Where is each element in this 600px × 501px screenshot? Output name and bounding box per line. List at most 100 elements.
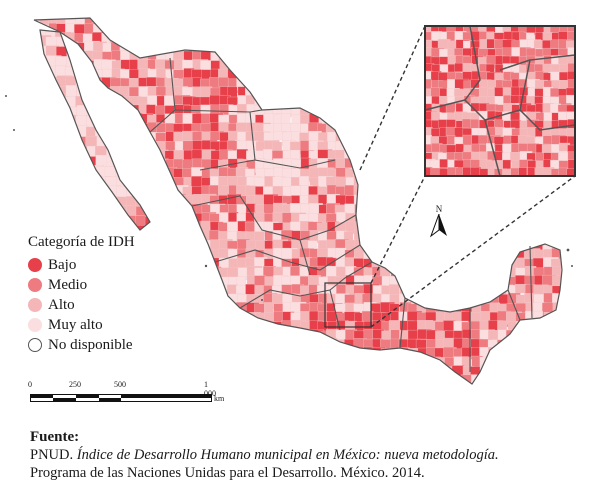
municipality-cell [462, 194, 474, 208]
municipality-cell [66, 213, 79, 228]
municipality-cell [155, 267, 171, 282]
municipality-cell [76, 185, 91, 198]
municipality-cell [336, 59, 350, 74]
municipality-cell [34, 186, 43, 202]
municipality-cell [45, 185, 64, 203]
municipality-cell [362, 212, 376, 224]
municipality-cell [138, 176, 150, 188]
municipality-cell [47, 123, 62, 140]
municipality-cell [362, 355, 379, 372]
municipality-cell [552, 347, 562, 359]
municipality-cell [200, 275, 214, 291]
municipality-cell [147, 24, 160, 40]
municipality-cell [282, 41, 294, 52]
municipality-cell [363, 248, 374, 260]
municipality-cell [227, 374, 239, 384]
municipality-cell [380, 24, 393, 39]
municipality-cell [290, 329, 302, 344]
municipality-cell [45, 215, 58, 228]
municipality-cell [543, 337, 556, 353]
municipality-cell [128, 150, 141, 165]
municipality-cell [136, 166, 148, 185]
municipality-cell [94, 105, 108, 117]
mexico-map [5, 17, 576, 400]
municipality-cell [209, 31, 222, 47]
municipality-cell [66, 165, 84, 183]
municipality-cell [371, 105, 385, 117]
municipality-cell [40, 195, 52, 211]
swatch-no-disponible [28, 338, 42, 352]
municipality-cell [542, 222, 558, 234]
municipality-cell [534, 347, 545, 360]
municipality-cell [272, 49, 289, 61]
municipality-cell [155, 202, 165, 217]
municipality-cell [480, 285, 491, 297]
municipality-cell [191, 356, 201, 369]
municipality-cell [406, 248, 422, 263]
municipality-cell [344, 122, 356, 139]
municipality-cell [111, 132, 125, 147]
municipality-cell [561, 239, 562, 257]
municipality-cell [573, 40, 575, 51]
municipality-cell [254, 365, 267, 377]
municipality-cell [407, 18, 417, 25]
municipality-cell [201, 329, 217, 342]
municipality-cell [56, 135, 71, 146]
municipality-cell [299, 50, 311, 63]
source-title: Fuente: [30, 429, 80, 445]
municipality-cell [461, 285, 477, 296]
municipality-cell [398, 51, 409, 61]
municipality-cell [516, 221, 532, 237]
municipality-cell [125, 115, 140, 129]
municipality-cell [136, 175, 150, 190]
municipality-cell [389, 347, 404, 361]
municipality-cell [66, 177, 83, 188]
municipality-cell [40, 74, 47, 92]
municipality-cell [56, 114, 67, 124]
municipality-cell [138, 18, 150, 28]
municipality-cell [363, 50, 380, 67]
municipality-cell [452, 248, 468, 260]
municipality-cell [471, 385, 483, 398]
municipality-cell [34, 221, 46, 234]
municipality-cell [115, 136, 134, 151]
municipality-cell [40, 115, 52, 131]
municipality-cell [218, 18, 228, 30]
municipality-cell [110, 212, 121, 222]
municipality-cell [448, 176, 461, 188]
municipality-cell [106, 136, 119, 152]
municipality-cell [271, 383, 289, 384]
municipality-cell [426, 294, 441, 309]
municipality-cell [399, 86, 411, 101]
municipality-cell [510, 176, 524, 186]
municipality-cell [183, 222, 197, 236]
municipality-cell [479, 185, 492, 197]
municipality-cell [46, 205, 60, 221]
municipality-cell [182, 248, 193, 264]
municipality-cell [93, 104, 108, 120]
municipality-cell [489, 385, 503, 400]
municipality-cell [407, 78, 421, 92]
municipality-cell [75, 56, 89, 68]
municipality-cell [552, 293, 562, 304]
municipality-cell [398, 131, 414, 145]
municipality-cell [551, 383, 562, 384]
municipality-cell [561, 221, 562, 234]
municipality-cell [38, 203, 51, 218]
municipality-cell [415, 374, 432, 384]
scale-bar-graphic [30, 394, 212, 402]
municipality-cell [219, 24, 236, 39]
municipality-cell [543, 374, 556, 384]
municipality-cell [389, 51, 403, 66]
municipality-cell [307, 365, 323, 378]
municipality-cell [156, 302, 169, 314]
municipality-cell [290, 338, 300, 352]
municipality-cell [543, 320, 561, 332]
municipality-cell [308, 357, 320, 368]
municipality-cell [335, 374, 352, 384]
municipality-cell [75, 149, 85, 163]
municipality-cell [145, 35, 150, 52]
municipality-cell [354, 59, 369, 73]
municipality-cell [146, 240, 157, 253]
municipality-cell [55, 115, 70, 131]
